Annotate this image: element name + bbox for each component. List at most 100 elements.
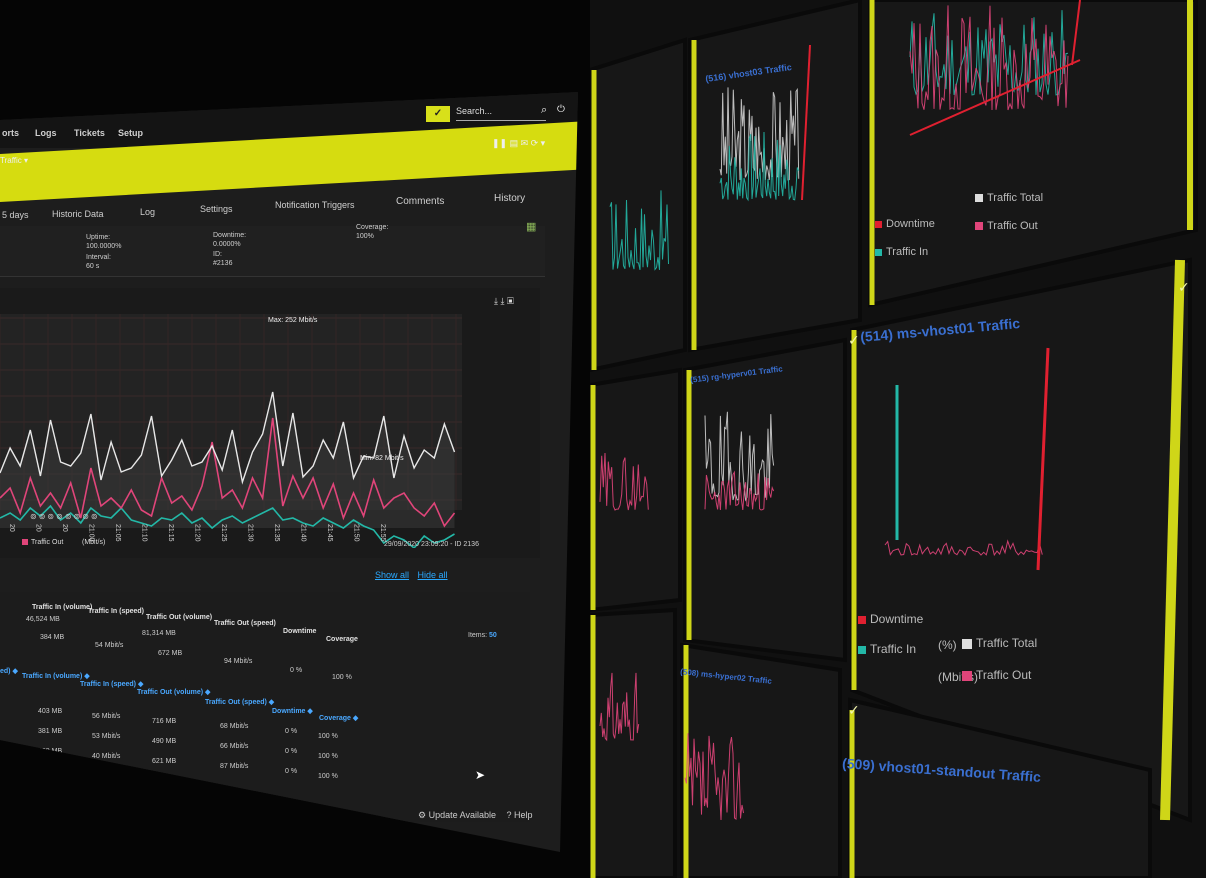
mini-chart-out bbox=[684, 733, 744, 821]
legend-traffic-total: Traffic Total bbox=[962, 636, 1037, 650]
search-icon[interactable]: ⌕ bbox=[541, 104, 548, 116]
tab-settings[interactable]: Settings bbox=[200, 204, 233, 214]
traffic-total-swatch bbox=[962, 638, 972, 649]
th-detail-in-volume[interactable]: Traffic In (volume) ◆ bbox=[22, 673, 90, 680]
legend-traffic-out[interactable]: Traffic Out bbox=[22, 539, 63, 546]
show-all-link[interactable]: Show all bbox=[375, 570, 410, 580]
mini-chart-total bbox=[719, 87, 800, 181]
detail-cell: 0 % bbox=[285, 748, 298, 755]
nav-item-logs[interactable]: Logs bbox=[35, 128, 57, 138]
detail-cell: 621 MB bbox=[152, 758, 177, 765]
tab-historic-data[interactable]: Historic Data bbox=[52, 209, 104, 219]
legend-downtime-top-label: Downtime bbox=[886, 218, 935, 230]
top-panel-legend: Downtime Traffic In Traffic Total Traffi… bbox=[875, 192, 1175, 278]
uptime-value: 100.0000% bbox=[86, 243, 122, 250]
tab-comments[interactable]: Comments bbox=[396, 196, 445, 207]
update-icon: ⚙ bbox=[418, 810, 427, 820]
sensor-panel bbox=[688, 0, 862, 353]
checkmark-icon: ✓ bbox=[848, 333, 860, 349]
legend-traffic-in-label: Traffic In bbox=[870, 642, 917, 656]
pause-icon[interactable]: ❚❚ ▤ ✉ ⟳ ▾ bbox=[492, 138, 546, 148]
summary-out-volume-2: 672 MB bbox=[158, 650, 183, 657]
status-check-button[interactable]: ✓ bbox=[426, 106, 450, 122]
detail-cell: 56 Mbit/s bbox=[92, 713, 121, 720]
summary-coverage: 100 % bbox=[332, 674, 352, 681]
traffic-out-swatch-top bbox=[975, 222, 983, 231]
tab-log[interactable]: Log bbox=[140, 207, 156, 217]
nav-item-setup[interactable]: Setup bbox=[118, 128, 144, 138]
traffic-chart: Max: 252 Mbit/s Min: 82 Mbit/s 20 20 20 21:00… bbox=[0, 314, 479, 548]
x-tick-label: 21:10 bbox=[141, 524, 148, 542]
traffic-chart-panel: Max: 252 Mbit/s Min: 82 Mbit/s 20 20 20 21:00… bbox=[0, 288, 540, 558]
mini-chart-out bbox=[884, 539, 1043, 557]
x-tick-label: 20 bbox=[61, 524, 68, 532]
downtime-swatch-top bbox=[875, 220, 882, 228]
chart-zoom-controls[interactable]: ⊚⊚⊚⊚⊚⊚⊚⊚ bbox=[30, 512, 100, 521]
th-in-volume: Traffic In (volume) bbox=[32, 604, 93, 611]
sensor-panel bbox=[590, 367, 682, 613]
axis-line bbox=[1071, 0, 1081, 66]
items-per-page[interactable]: Items: 50 bbox=[468, 632, 497, 639]
power-icon[interactable]: ⏻ bbox=[557, 104, 565, 115]
detail-cell: 490 MB bbox=[152, 738, 177, 745]
id-label: ID: bbox=[213, 251, 222, 258]
detail-cell: 66 Mbit/s bbox=[220, 743, 249, 750]
legend-percent: (%) bbox=[938, 638, 957, 652]
search-input[interactable]: Search... bbox=[456, 106, 546, 121]
detail-cell: 403 MB bbox=[38, 708, 63, 715]
x-tick-label: 21:15 bbox=[167, 524, 174, 542]
chart-links: Show all Hide all bbox=[375, 570, 454, 580]
traffic-out-swatch-right bbox=[962, 670, 972, 681]
tab-history[interactable]: History bbox=[494, 193, 526, 204]
area-fill bbox=[0, 392, 455, 528]
update-available-link[interactable]: Update Available bbox=[428, 810, 496, 820]
status-bar: ⚙ Update Available ? Help bbox=[418, 810, 533, 821]
detail-cell: 100 % bbox=[318, 753, 338, 760]
breadcrumb[interactable]: Traffic ▾ bbox=[0, 156, 29, 165]
x-tick-label: 21:25 bbox=[220, 524, 227, 542]
nav-item-reports[interactable]: orts bbox=[2, 128, 20, 138]
panel-accent-bar bbox=[1160, 259, 1185, 821]
checkmark-icon: ✓ bbox=[1178, 280, 1190, 296]
x-tick-label: 21:05 bbox=[114, 524, 121, 542]
traffic-total-line bbox=[0, 391, 456, 485]
mini-chart-out bbox=[704, 470, 775, 511]
traffic-out-line bbox=[0, 417, 456, 528]
summary-out-speed: 94 Mbit/s bbox=[224, 658, 253, 665]
th-detail-out-speed[interactable]: Traffic Out (speed) ◆ bbox=[205, 699, 275, 706]
detail-cell: 87 Mbit/s bbox=[220, 763, 249, 770]
th-detail-partial[interactable]: ed) ◆ bbox=[0, 668, 18, 675]
th-detail-in-speed[interactable]: Traffic In (speed) ◆ bbox=[80, 681, 144, 688]
help-link[interactable]: Help bbox=[514, 810, 533, 820]
mouse-cursor-icon: ➤ bbox=[475, 768, 486, 782]
tab-notification-triggers[interactable]: Notification Triggers bbox=[275, 200, 355, 210]
legend-traffic-in: Traffic In bbox=[858, 642, 916, 656]
x-tick-label: 20 bbox=[35, 524, 42, 532]
qr-code-icon[interactable]: ▦ bbox=[526, 221, 537, 233]
mini-chart-out bbox=[909, 5, 1069, 111]
x-tick-label: 21:50 bbox=[353, 524, 360, 542]
summary-in-volume-2: 384 MB bbox=[40, 634, 65, 641]
legend-traffic-out-right: Traffic Out bbox=[962, 668, 1031, 682]
nav-item-tickets[interactable]: Tickets bbox=[74, 128, 105, 138]
download-icon[interactable]: ⤓ ⤓ ▣ bbox=[494, 296, 514, 306]
hide-all-link[interactable]: Hide all bbox=[417, 570, 448, 580]
x-tick-label: 20 bbox=[8, 524, 15, 532]
coverage-label: Coverage: bbox=[356, 224, 389, 231]
tab-5-days[interactable]: 5 days bbox=[2, 210, 29, 220]
traffic-in-swatch bbox=[858, 645, 866, 654]
downtime-swatch bbox=[858, 615, 866, 624]
th-detail-coverage[interactable]: Coverage ◆ bbox=[319, 715, 359, 722]
th-detail-out-volume[interactable]: Traffic Out (volume) ◆ bbox=[137, 689, 211, 696]
legend-traffic-total-top: Traffic Total bbox=[975, 192, 1043, 204]
th-detail-downtime[interactable]: Downtime ◆ bbox=[272, 708, 313, 715]
axis-line bbox=[801, 44, 811, 201]
x-tick-label: 21:40 bbox=[300, 524, 307, 542]
detail-cell: 100 % bbox=[318, 733, 338, 740]
help-icon: ? bbox=[506, 810, 512, 820]
sensor-wall: ✓ ✓ ✓ bbox=[590, 0, 1198, 878]
detail-cell: 68 Mbit/s bbox=[220, 723, 249, 730]
traffic-in-swatch-top bbox=[875, 248, 882, 256]
sensor-info-panel: Uptime: 100.0000% Interval: 60 s Downtim… bbox=[0, 221, 545, 277]
legend-unit: (Mbit/s) bbox=[82, 539, 106, 546]
